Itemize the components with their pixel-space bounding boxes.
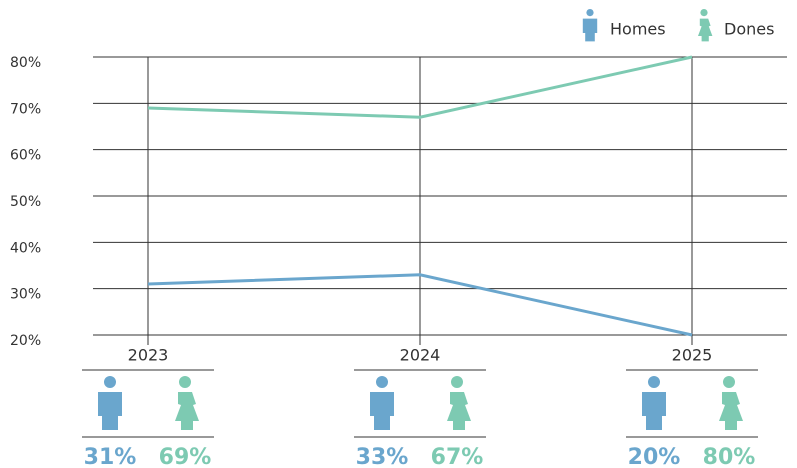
value-label: 67% — [431, 445, 484, 468]
legend-icon — [582, 9, 598, 42]
value-label: 69% — [159, 445, 212, 468]
female-icon-head — [700, 9, 708, 17]
female-icon-body — [698, 18, 713, 42]
male-icon-head — [376, 376, 388, 388]
female-icon-body — [447, 392, 471, 430]
series-line — [147, 55, 693, 119]
value-label: 20% — [628, 445, 681, 468]
y-tick-label: 60% — [10, 148, 41, 164]
legend-label: Dones — [724, 20, 774, 39]
y-tick-label: 70% — [10, 101, 41, 117]
value-label: 80% — [703, 445, 756, 468]
y-tick-label: 50% — [10, 194, 41, 210]
icon-group — [370, 376, 471, 430]
female-icon-head — [179, 376, 191, 388]
x-tick-label: 2024 — [400, 346, 441, 365]
female-icon-head — [451, 376, 463, 388]
value-label: 33% — [356, 445, 409, 468]
icon-group — [642, 376, 743, 430]
male-icon-head — [586, 9, 594, 17]
x-tick-label: 2025 — [672, 346, 713, 365]
icon-group — [98, 376, 199, 430]
male-icon-body — [642, 392, 666, 430]
male-icon-head — [648, 376, 660, 388]
female-icon-body — [175, 392, 199, 430]
male-icon-body — [582, 18, 598, 42]
y-tick-label: 40% — [10, 240, 41, 256]
series-line — [147, 273, 693, 337]
y-tick-label: 30% — [10, 287, 41, 303]
legend-icon — [698, 9, 713, 42]
x-tick-label: 2023 — [128, 346, 169, 365]
female-icon-head — [723, 376, 735, 388]
y-tick-label: 80% — [10, 55, 41, 71]
male-icon-body — [370, 392, 394, 430]
female-icon-body — [719, 392, 743, 430]
legend-label: Homes — [610, 20, 666, 39]
male-icon-body — [98, 392, 122, 430]
value-label: 31% — [84, 445, 137, 468]
male-icon-head — [104, 376, 116, 388]
y-tick-label: 20% — [10, 333, 41, 349]
